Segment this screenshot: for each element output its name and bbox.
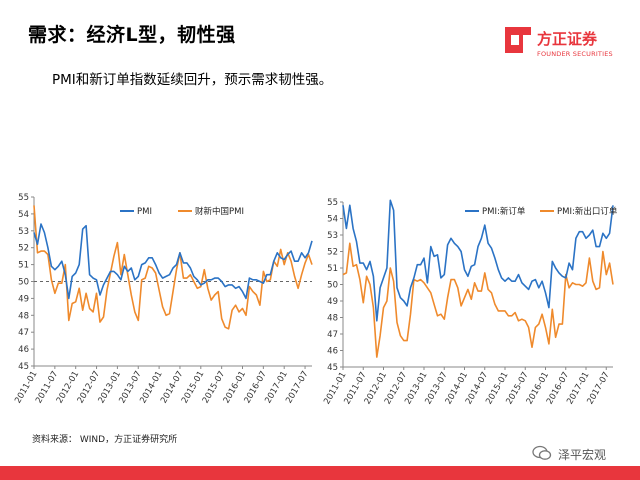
legend-label: PMI:新出口订单 — [557, 206, 618, 217]
y-tick-label: 54 — [327, 215, 338, 225]
y-tick-label: 51 — [327, 264, 338, 274]
y-tick-label: 55 — [18, 193, 29, 203]
watermark-text: 泽平宏观 — [558, 448, 607, 462]
y-tick-label: 48 — [327, 314, 338, 324]
legend-label: 财新中国PMI — [195, 206, 244, 217]
page-title: 需求：经济L型，韧性强 — [28, 24, 236, 46]
founder-logo-icon — [505, 27, 531, 53]
y-tick-label: 53 — [327, 231, 338, 241]
y-tick-label: 47 — [18, 328, 29, 338]
pmi-chart: 45 46 47 48 49 50 51 52 53 54 55 2011-01 2011-07 2012… — [0, 180, 320, 420]
new-orders-chart-svg: 45464748495051525354552011-012011-072012… — [322, 198, 618, 406]
data-source-note: 资料来源： WIND，方正证券研究所 — [32, 435, 178, 445]
brand-logo: 方正证券 FOUNDER SECURITIES — [505, 22, 625, 66]
y-tick-label: 45 — [18, 362, 29, 372]
logo-name: 方正证券 — [537, 30, 598, 48]
logo-subtitle: FOUNDER SECURITIES — [537, 50, 613, 58]
y-tick-label: 50 — [18, 278, 29, 288]
series-line-blue — [33, 223, 313, 300]
series-line-blue — [342, 199, 614, 322]
y-tick-label: 54 — [18, 210, 29, 220]
wechat-icon — [532, 445, 552, 460]
y-tick-label: 49 — [18, 294, 29, 304]
legend-label: PMI:新订单 — [482, 206, 526, 217]
y-tick-label: 45 — [327, 363, 338, 373]
series-line-orange — [342, 242, 614, 358]
y-tick-label: 49 — [327, 297, 338, 307]
y-tick-label: 46 — [18, 345, 29, 355]
y-tick-label: 55 — [327, 198, 338, 208]
y-tick-label: 52 — [327, 248, 338, 258]
y-tick-label: 47 — [327, 330, 338, 340]
new-orders-chart: 45 46 47 48 49 50 51 52 53 54 55 2011-01 2011-07 2012… — [315, 180, 635, 420]
legend-label: PMI — [137, 207, 152, 217]
y-tick-label: 48 — [18, 311, 29, 321]
y-tick-label: 52 — [18, 244, 29, 254]
bottom-brand-bar — [0, 466, 640, 480]
pmi-chart-svg: 45464748495051525354552011-012011-072012… — [13, 193, 313, 405]
y-tick-label: 51 — [18, 261, 29, 271]
y-tick-label: 46 — [327, 347, 338, 357]
subtitle-text: PMI和新订单指数延续回升，预示需求韧性强。 — [52, 72, 333, 88]
y-tick-label: 53 — [18, 227, 29, 237]
y-tick-label: 50 — [327, 281, 338, 291]
